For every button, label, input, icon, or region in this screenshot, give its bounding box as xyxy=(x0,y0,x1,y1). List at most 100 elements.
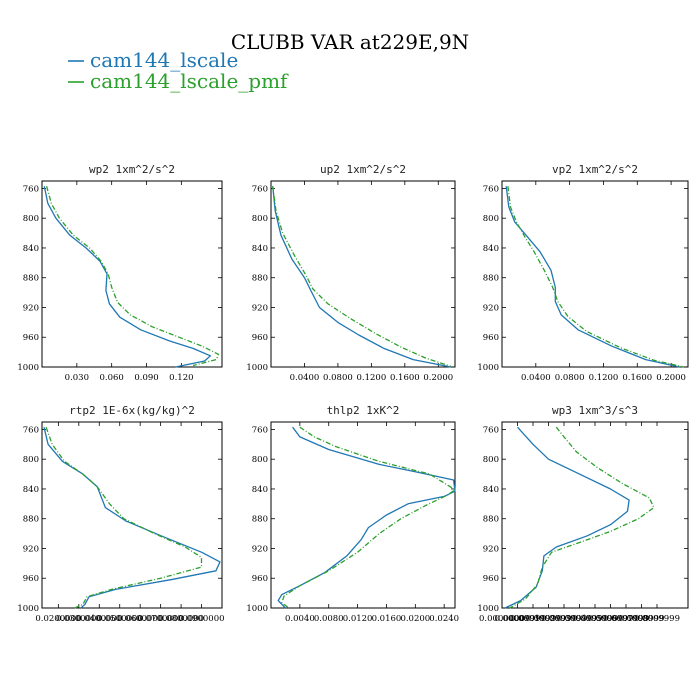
x-tick-label: 0.0007999 xyxy=(603,614,649,624)
y-tick-label: 840 xyxy=(23,485,39,495)
series-line-1 xyxy=(43,186,212,368)
panel-title: wp3 1xm^3/s^3 xyxy=(552,404,638,417)
y-tick-label: 880 xyxy=(252,515,268,525)
series-line-2 xyxy=(507,186,684,368)
y-tick-label: 880 xyxy=(252,274,268,284)
y-tick-label: 960 xyxy=(23,574,39,584)
y-tick-label: 800 xyxy=(23,214,39,224)
y-tick-label: 1000 xyxy=(477,363,499,373)
x-tick-label: 0.0003999 xyxy=(541,614,587,624)
series-line-1 xyxy=(272,186,451,368)
y-tick-label: 880 xyxy=(23,515,39,525)
y-tick-label: 760 xyxy=(483,184,499,194)
y-tick-label: 840 xyxy=(252,485,268,495)
y-tick-label: 1000 xyxy=(246,363,268,373)
x-tick-label: 0.1200 xyxy=(356,373,386,383)
x-tick-label: 0.0000999 xyxy=(495,614,541,624)
x-tick-label: 0.0200 xyxy=(400,614,430,624)
x-tick-label: 0.0006999 xyxy=(588,614,634,624)
y-tick-label: 960 xyxy=(252,333,268,343)
axes-frame xyxy=(501,180,689,368)
x-tick-label: 0.0160 xyxy=(372,614,402,624)
y-tick-label: 840 xyxy=(252,244,268,254)
series-line-1 xyxy=(504,426,630,609)
x-tick-label: 0.0300000 xyxy=(56,614,102,624)
y-tick-label: 1000 xyxy=(17,363,39,373)
series-line-1 xyxy=(43,427,221,609)
y-tick-label: 880 xyxy=(483,515,499,525)
x-tick-label: 0.0900000 xyxy=(179,614,225,624)
x-tick-label: 0.0004999 xyxy=(557,614,603,624)
y-tick-label: 800 xyxy=(23,455,39,465)
x-tick-label: 0.0005999 xyxy=(572,614,618,624)
y-tick-label: 800 xyxy=(483,455,499,465)
y-tick-label: 920 xyxy=(483,303,499,313)
y-tick-label: 1000 xyxy=(17,604,39,614)
y-tick-label: 880 xyxy=(23,274,39,284)
panel-1: wp2 1xm^2/s^2 760 800 840 880 920 960 1000 0.030… xyxy=(17,163,223,383)
x-tick-label: 0.0700000 xyxy=(138,614,184,624)
x-tick-label: 0.090 xyxy=(134,373,158,383)
series-line-2 xyxy=(45,426,203,609)
x-tick-label: 0.0009999 xyxy=(634,614,680,624)
series-line-2 xyxy=(45,186,220,367)
x-tick-label: 0.2000 xyxy=(423,373,453,383)
x-tick-label: 0.0040 xyxy=(285,614,315,624)
series-line-2 xyxy=(281,426,456,609)
legend-label-1: cam144_lscale xyxy=(90,48,238,72)
panel-title: up2 1xm^2/s^2 xyxy=(320,163,406,176)
y-tick-label: 760 xyxy=(483,425,499,435)
panel-2: up2 1xm^2/s^2 760 800 840 880 920 960 1000 0.040… xyxy=(246,163,456,383)
x-tick-label: 0.1200 xyxy=(589,373,619,383)
y-tick-label: 760 xyxy=(23,425,39,435)
panel-title: wp2 1xm^2/s^2 xyxy=(89,163,175,176)
panel-4: rtp2 1E-6x(kg/kg)^2 760 800 840 880 920 960 100… xyxy=(17,404,224,624)
y-tick-label: 920 xyxy=(23,303,39,313)
figure-title: CLUBB VAR at229E,9N xyxy=(231,30,469,54)
x-tick-label: 0.1600 xyxy=(622,373,652,383)
x-tick-label: 0.0800 xyxy=(555,373,585,383)
x-tick-label: 0.0800 xyxy=(323,373,353,383)
x-tick-label: 0.2000 xyxy=(656,373,686,383)
x-tick-label: 0.0600000 xyxy=(117,614,163,624)
panel-3: vp2 1xm^2/s^2 760 800 840 880 920 960 1000 0.040… xyxy=(477,163,689,383)
x-tick-label: 0.0400 xyxy=(521,373,551,383)
series-line-2 xyxy=(509,426,655,609)
y-tick-label: 760 xyxy=(252,425,268,435)
panel-6: wp3 1xm^3/s^376080084088092096010000.000… xyxy=(477,404,689,624)
x-tick-label: 0.0000000 xyxy=(479,614,525,624)
y-tick-label: 800 xyxy=(252,214,268,224)
panel-title: rtp2 1E-6x(kg/kg)^2 xyxy=(69,404,195,417)
x-tick-label: 0.0200000 xyxy=(35,614,81,624)
x-tick-label: 0.0800000 xyxy=(158,614,204,624)
x-tick-label: 0.1600 xyxy=(390,373,420,383)
axes-frame xyxy=(41,421,223,609)
y-tick-label: 840 xyxy=(483,485,499,495)
axes-frame xyxy=(41,180,223,368)
series-line-1 xyxy=(505,186,680,368)
y-tick-label: 960 xyxy=(483,574,499,584)
y-tick-label: 1000 xyxy=(477,604,499,614)
y-tick-label: 840 xyxy=(23,244,39,254)
y-tick-label: 920 xyxy=(23,544,39,554)
y-tick-label: 800 xyxy=(483,214,499,224)
y-tick-label: 1000 xyxy=(246,604,268,614)
y-tick-label: 920 xyxy=(252,303,268,313)
y-tick-label: 920 xyxy=(252,544,268,554)
x-tick-label: 0.0240 xyxy=(429,614,459,624)
x-tick-label: 0.0400 xyxy=(290,373,320,383)
y-tick-label: 880 xyxy=(483,274,499,284)
x-tick-label: 0.060 xyxy=(100,373,124,383)
x-tick-label: 0.0080 xyxy=(314,614,344,624)
x-tick-label: 0.0400000 xyxy=(76,614,122,624)
axes-frame xyxy=(270,421,456,609)
series-line-1 xyxy=(277,426,456,609)
x-tick-label: 0.0500000 xyxy=(97,614,143,624)
y-tick-label: 800 xyxy=(252,455,268,465)
y-tick-label: 960 xyxy=(483,333,499,343)
series-line-2 xyxy=(272,186,452,367)
y-tick-label: 760 xyxy=(252,184,268,194)
legend-label-2: cam144_lscale_pmf xyxy=(90,69,289,93)
axes-frame xyxy=(270,180,456,368)
